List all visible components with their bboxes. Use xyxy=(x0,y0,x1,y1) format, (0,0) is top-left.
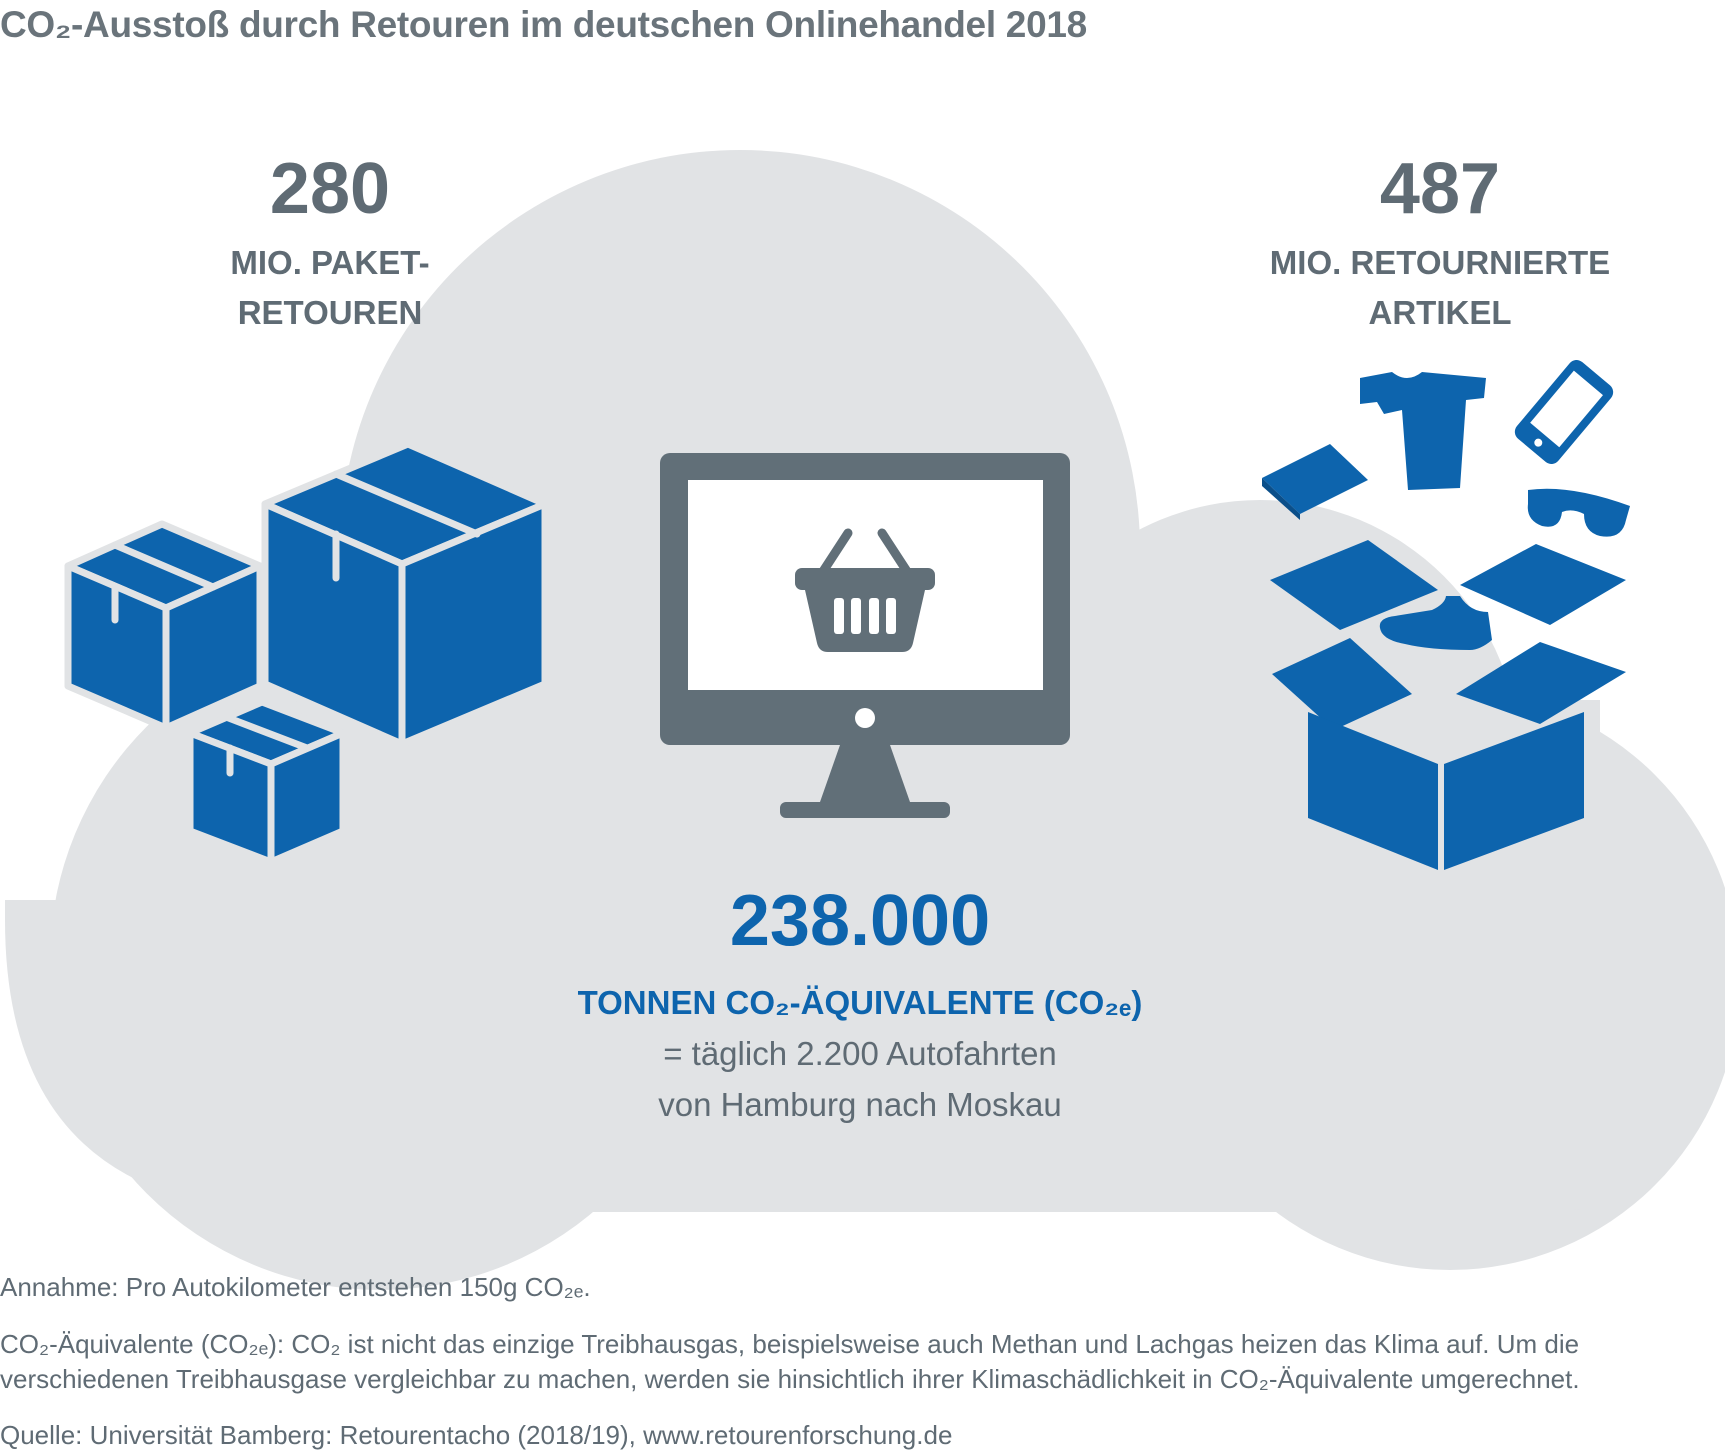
footnote-assumption: Annahme: Pro Autokilometer entstehen 150… xyxy=(0,1272,591,1302)
open-box-returned-items-icon xyxy=(1262,360,1630,870)
center-stat-comparison-line2: von Hamburg nach Moskau xyxy=(658,1086,1062,1123)
sunglasses-icon xyxy=(1527,488,1630,537)
left-stat-caption-line2: RETOUREN xyxy=(237,294,423,331)
footnote-source: Quelle: Universität Bamberg: Retourentac… xyxy=(0,1420,953,1450)
center-stat-comparison-line1: = täglich 2.200 Autofahrten xyxy=(663,1035,1057,1072)
sneaker-icon xyxy=(1379,596,1492,650)
tshirt-icon xyxy=(1360,372,1486,490)
right-stat-number: 487 xyxy=(1379,149,1501,229)
center-stat-number: 238.000 xyxy=(729,881,991,961)
center-stat-unit: TONNEN CO₂-ÄQUIVALENTE (CO₂ₑ) xyxy=(577,984,1143,1021)
package-boxes-icon xyxy=(64,440,549,860)
book-icon xyxy=(1262,444,1368,520)
smartphone-icon xyxy=(1514,360,1614,464)
left-stat-number: 280 xyxy=(269,149,391,229)
left-stat-caption-line1: MIO. PAKET- xyxy=(230,244,430,281)
page-title: CO₂-Ausstoß durch Retouren im deutschen … xyxy=(0,4,1087,45)
monitor-shopping-basket-icon xyxy=(660,453,1070,818)
right-stat-caption-line2: ARTIKEL xyxy=(1368,294,1512,331)
right-stat-caption-line1: MIO. RETOURNIERTE xyxy=(1269,244,1611,281)
footnote-definition-line1: CO₂-Äquivalente (CO₂ₑ): CO₂ ist nicht da… xyxy=(0,1329,1580,1359)
footnote-definition-line2: verschiedenen Treibhausgase vergleichbar… xyxy=(0,1364,1580,1394)
